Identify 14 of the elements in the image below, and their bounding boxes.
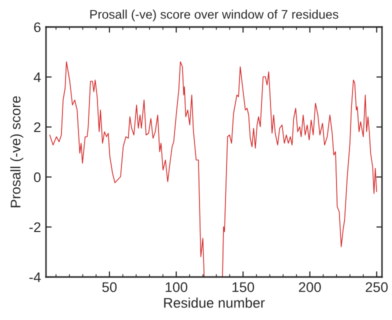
- x-tick-label: 100: [166, 282, 188, 292]
- chart-title: Prosall (-ve) score over window of 7 residues: [90, 10, 338, 22]
- y-axis-title: Prosall (-ve) score: [10, 96, 24, 208]
- y-tick-label: 4: [34, 72, 41, 82]
- y-tick-label: 0: [34, 172, 41, 182]
- x-axis-title: Residue number: [164, 298, 265, 308]
- y-tick-label: 2: [34, 122, 40, 132]
- x-tick-label: 150: [232, 282, 254, 292]
- x-tick-label: 50: [102, 282, 117, 292]
- x-tick-label: 250: [366, 282, 388, 292]
- y-tick-label: -4: [29, 272, 41, 282]
- y-tick-label: -2: [29, 222, 40, 232]
- x-tick-label: 200: [298, 282, 321, 292]
- y-tick-label: 6: [34, 22, 41, 32]
